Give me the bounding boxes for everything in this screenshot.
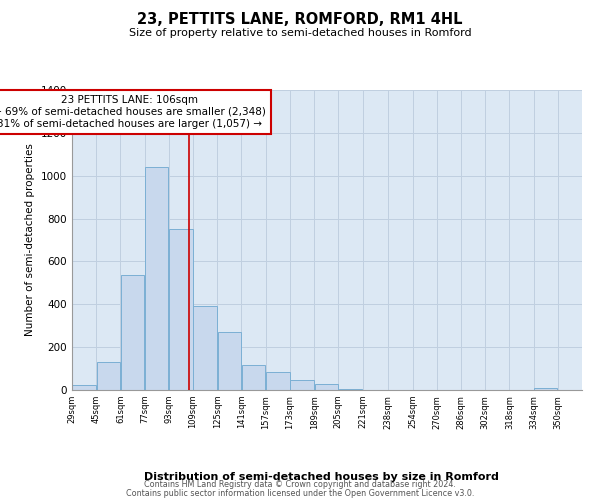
Bar	[169, 230, 193, 390]
Bar	[314, 384, 338, 390]
Bar	[97, 362, 120, 390]
Bar	[121, 276, 144, 390]
Text: 23, PETTITS LANE, ROMFORD, RM1 4HL: 23, PETTITS LANE, ROMFORD, RM1 4HL	[137, 12, 463, 28]
Bar	[290, 380, 314, 390]
Text: Contains public sector information licensed under the Open Government Licence v3: Contains public sector information licen…	[126, 488, 474, 498]
Bar	[218, 332, 241, 390]
Bar	[266, 372, 290, 390]
Bar	[339, 389, 362, 390]
Text: 23 PETTITS LANE: 106sqm
← 69% of semi-detached houses are smaller (2,348)
31% of: 23 PETTITS LANE: 106sqm ← 69% of semi-de…	[0, 96, 266, 128]
Y-axis label: Number of semi-detached properties: Number of semi-detached properties	[25, 144, 35, 336]
Bar	[73, 384, 96, 390]
Bar	[145, 167, 169, 390]
Bar	[242, 364, 265, 390]
Text: Distribution of semi-detached houses by size in Romford: Distribution of semi-detached houses by …	[143, 472, 499, 482]
Bar	[534, 388, 557, 390]
Text: Contains HM Land Registry data © Crown copyright and database right 2024.: Contains HM Land Registry data © Crown c…	[144, 480, 456, 489]
Text: Size of property relative to semi-detached houses in Romford: Size of property relative to semi-detach…	[128, 28, 472, 38]
Bar	[193, 306, 217, 390]
